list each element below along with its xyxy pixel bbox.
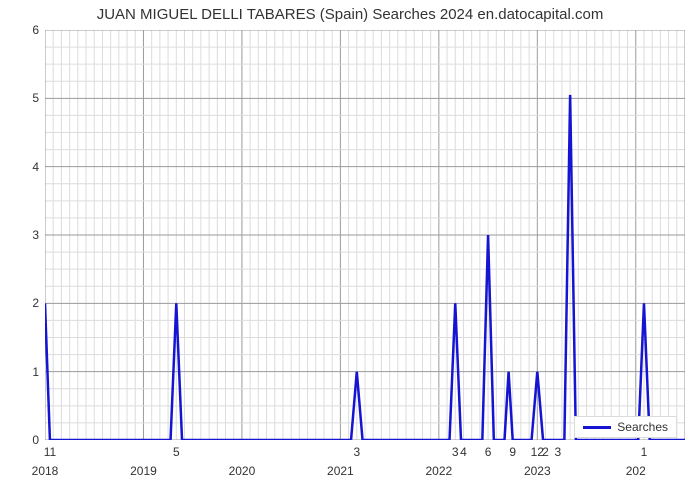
y-tick-label: 2 (23, 296, 39, 310)
y-tick-label: 5 (23, 91, 39, 105)
x-data-label: 4 (460, 445, 467, 459)
y-tick-label: 6 (23, 23, 39, 37)
x-year-label: 2020 (229, 464, 256, 478)
x-data-label: 6 (485, 445, 492, 459)
y-tick-label: 3 (23, 228, 39, 242)
chart-legend: Searches (574, 416, 677, 438)
x-year-label: 202 (626, 464, 646, 478)
x-data-label: 3 (353, 445, 360, 459)
y-tick-label: 4 (23, 160, 39, 174)
legend-label: Searches (617, 420, 668, 434)
legend-swatch (583, 426, 611, 429)
chart-container: JUAN MIGUEL DELLI TABARES (Spain) Search… (0, 0, 700, 500)
x-data-label: 2 (542, 445, 549, 459)
x-year-label: 2018 (32, 464, 59, 478)
x-data-label: 9 (509, 445, 516, 459)
x-data-label: 1 (641, 445, 648, 459)
x-year-label: 2019 (130, 464, 157, 478)
x-year-label: 2021 (327, 464, 354, 478)
x-data-label: 3 (554, 445, 561, 459)
y-tick-label: 1 (23, 365, 39, 379)
x-data-label: 5 (173, 445, 180, 459)
x-year-label: 2023 (524, 464, 551, 478)
chart-title: JUAN MIGUEL DELLI TABARES (Spain) Search… (0, 6, 700, 23)
x-year-label: 2022 (425, 464, 452, 478)
x-data-label: 11 (44, 445, 56, 459)
x-data-label: 3 (452, 445, 459, 459)
y-tick-label: 0 (23, 433, 39, 447)
chart-plot (45, 30, 685, 440)
